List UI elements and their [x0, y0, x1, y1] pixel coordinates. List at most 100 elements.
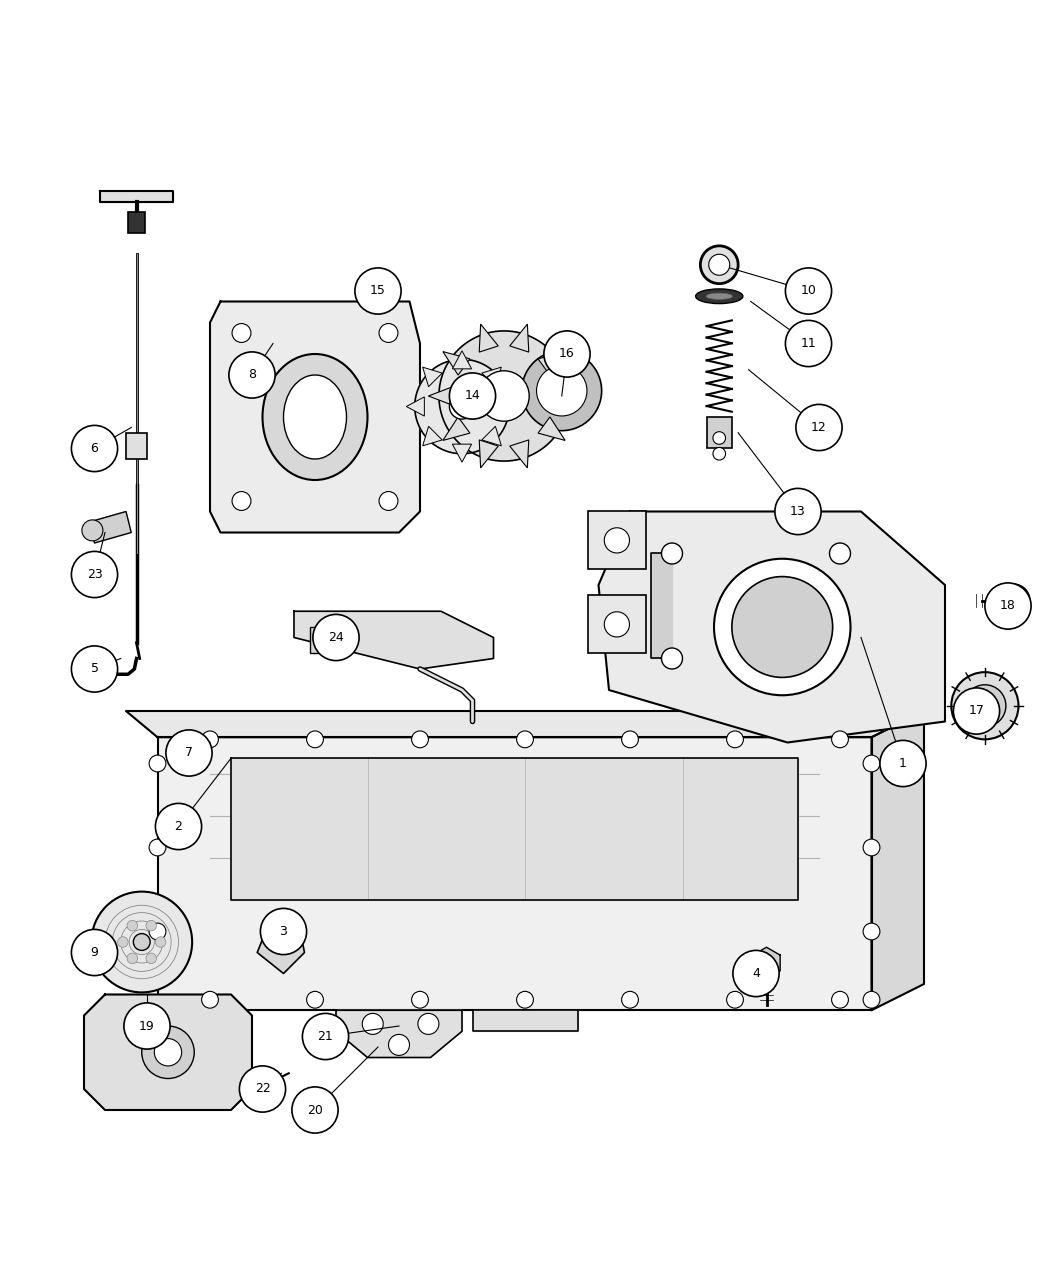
Text: 14: 14: [464, 389, 481, 403]
Bar: [126, 432, 147, 459]
Circle shape: [727, 992, 743, 1009]
Polygon shape: [439, 332, 569, 462]
Ellipse shape: [284, 375, 346, 459]
Circle shape: [713, 448, 726, 460]
Circle shape: [362, 1014, 383, 1034]
Circle shape: [953, 688, 1000, 734]
Text: 22: 22: [254, 1082, 271, 1095]
Circle shape: [605, 612, 630, 638]
Circle shape: [863, 839, 880, 856]
Circle shape: [974, 695, 995, 717]
Text: 4: 4: [752, 966, 760, 980]
FancyBboxPatch shape: [128, 212, 145, 233]
Circle shape: [124, 1003, 170, 1049]
Circle shape: [313, 615, 359, 660]
Circle shape: [700, 246, 738, 283]
Circle shape: [142, 1026, 194, 1079]
Circle shape: [709, 254, 730, 275]
Circle shape: [732, 576, 833, 677]
Circle shape: [785, 320, 832, 367]
Circle shape: [412, 992, 428, 1009]
Polygon shape: [231, 759, 798, 900]
Circle shape: [292, 1086, 338, 1133]
Text: 7: 7: [185, 746, 193, 760]
Polygon shape: [651, 553, 672, 658]
Text: 5: 5: [90, 663, 99, 676]
Circle shape: [302, 1014, 349, 1060]
Polygon shape: [336, 1010, 462, 1057]
Polygon shape: [509, 324, 529, 352]
Circle shape: [166, 729, 212, 776]
Polygon shape: [415, 360, 509, 454]
Circle shape: [133, 933, 150, 950]
Text: 6: 6: [90, 442, 99, 455]
Text: 9: 9: [90, 946, 99, 959]
Polygon shape: [406, 397, 424, 416]
Circle shape: [830, 543, 850, 564]
Circle shape: [449, 394, 475, 419]
Polygon shape: [100, 191, 173, 201]
Circle shape: [951, 672, 1018, 740]
Ellipse shape: [262, 354, 368, 479]
Polygon shape: [482, 367, 501, 386]
Text: 20: 20: [307, 1103, 323, 1117]
Circle shape: [727, 731, 743, 747]
Polygon shape: [553, 386, 580, 405]
Circle shape: [714, 558, 850, 695]
Text: 10: 10: [800, 284, 817, 297]
Circle shape: [155, 937, 166, 947]
Bar: [588, 595, 646, 653]
Text: 3: 3: [279, 924, 288, 938]
Text: 16: 16: [559, 348, 575, 361]
Circle shape: [832, 992, 848, 1009]
Circle shape: [517, 992, 533, 1009]
Circle shape: [996, 584, 1030, 617]
Circle shape: [412, 731, 428, 747]
Circle shape: [202, 731, 218, 747]
Circle shape: [239, 1066, 286, 1112]
Bar: [707, 417, 732, 449]
Circle shape: [775, 488, 821, 534]
Circle shape: [127, 954, 138, 964]
Circle shape: [307, 992, 323, 1009]
Circle shape: [256, 1079, 273, 1095]
Circle shape: [232, 492, 251, 510]
Circle shape: [82, 520, 103, 541]
Polygon shape: [479, 324, 499, 352]
Circle shape: [149, 839, 166, 856]
Text: 1: 1: [899, 757, 907, 770]
Polygon shape: [598, 511, 945, 742]
Ellipse shape: [706, 293, 733, 300]
Circle shape: [146, 921, 156, 931]
Circle shape: [622, 992, 638, 1009]
Circle shape: [71, 551, 118, 598]
Text: 13: 13: [790, 505, 806, 518]
Text: 21: 21: [317, 1030, 334, 1043]
Polygon shape: [472, 1010, 578, 1031]
Circle shape: [307, 731, 323, 747]
Circle shape: [662, 648, 682, 669]
Circle shape: [418, 1014, 439, 1034]
Text: 12: 12: [811, 421, 827, 434]
Circle shape: [379, 324, 398, 343]
Polygon shape: [257, 926, 304, 974]
Text: 8: 8: [248, 368, 256, 381]
Polygon shape: [210, 301, 420, 533]
Circle shape: [260, 908, 307, 955]
Text: 24: 24: [328, 631, 344, 644]
Circle shape: [232, 324, 251, 343]
Polygon shape: [89, 511, 131, 543]
Circle shape: [127, 921, 138, 931]
Circle shape: [91, 891, 192, 992]
Polygon shape: [538, 352, 565, 375]
Circle shape: [985, 583, 1031, 629]
Bar: [588, 511, 646, 569]
Text: 23: 23: [86, 567, 103, 581]
Circle shape: [605, 528, 630, 553]
Circle shape: [202, 992, 218, 1009]
Circle shape: [154, 1039, 182, 1066]
Circle shape: [785, 268, 832, 314]
Circle shape: [155, 803, 202, 849]
Circle shape: [71, 426, 118, 472]
Circle shape: [662, 543, 682, 564]
